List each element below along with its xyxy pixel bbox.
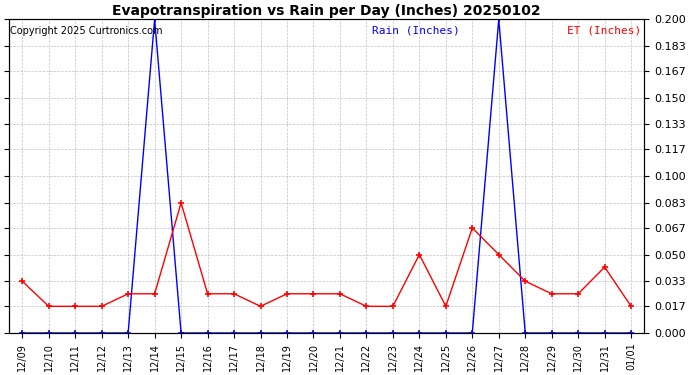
Rain (Inches) xyxy=(177,331,185,335)
ET (Inches) xyxy=(415,252,424,257)
Rain (Inches) xyxy=(97,331,106,335)
ET (Inches) xyxy=(71,304,79,309)
ET (Inches) xyxy=(18,279,26,284)
ET (Inches) xyxy=(283,291,291,296)
ET (Inches) xyxy=(177,201,185,205)
Rain (Inches) xyxy=(283,331,291,335)
Rain (Inches) xyxy=(415,331,424,335)
ET (Inches) xyxy=(257,304,265,309)
Rain (Inches) xyxy=(468,331,476,335)
Rain (Inches) xyxy=(204,331,212,335)
ET (Inches) xyxy=(124,291,132,296)
Rain (Inches) xyxy=(336,331,344,335)
ET (Inches) xyxy=(574,291,582,296)
ET (Inches) xyxy=(521,279,529,284)
Text: Copyright 2025 Curtronics.com: Copyright 2025 Curtronics.com xyxy=(10,26,162,36)
Rain (Inches) xyxy=(18,331,26,335)
ET (Inches) xyxy=(362,304,371,309)
Text: ET (Inches): ET (Inches) xyxy=(567,26,641,36)
Rain (Inches) xyxy=(627,331,635,335)
Rain (Inches) xyxy=(388,331,397,335)
Rain (Inches) xyxy=(495,17,503,22)
Text: Rain (Inches): Rain (Inches) xyxy=(373,26,460,36)
Rain (Inches) xyxy=(600,331,609,335)
ET (Inches) xyxy=(442,304,450,309)
ET (Inches) xyxy=(548,291,556,296)
ET (Inches) xyxy=(204,291,212,296)
Title: Evapotranspiration vs Rain per Day (Inches) 20250102: Evapotranspiration vs Rain per Day (Inch… xyxy=(112,4,541,18)
ET (Inches) xyxy=(600,265,609,269)
ET (Inches) xyxy=(627,304,635,309)
Rain (Inches) xyxy=(45,331,53,335)
ET (Inches) xyxy=(45,304,53,309)
Line: ET (Inches): ET (Inches) xyxy=(19,200,635,310)
ET (Inches) xyxy=(336,291,344,296)
ET (Inches) xyxy=(97,304,106,309)
ET (Inches) xyxy=(150,291,159,296)
Rain (Inches) xyxy=(230,331,238,335)
Rain (Inches) xyxy=(442,331,450,335)
Rain (Inches) xyxy=(574,331,582,335)
Rain (Inches) xyxy=(548,331,556,335)
Line: Rain (Inches): Rain (Inches) xyxy=(19,16,635,336)
Rain (Inches) xyxy=(257,331,265,335)
Rain (Inches) xyxy=(521,331,529,335)
Rain (Inches) xyxy=(309,331,317,335)
ET (Inches) xyxy=(468,226,476,230)
Rain (Inches) xyxy=(124,331,132,335)
ET (Inches) xyxy=(388,304,397,309)
Rain (Inches) xyxy=(150,17,159,22)
ET (Inches) xyxy=(309,291,317,296)
Rain (Inches) xyxy=(71,331,79,335)
ET (Inches) xyxy=(495,252,503,257)
ET (Inches) xyxy=(230,291,238,296)
Rain (Inches) xyxy=(362,331,371,335)
